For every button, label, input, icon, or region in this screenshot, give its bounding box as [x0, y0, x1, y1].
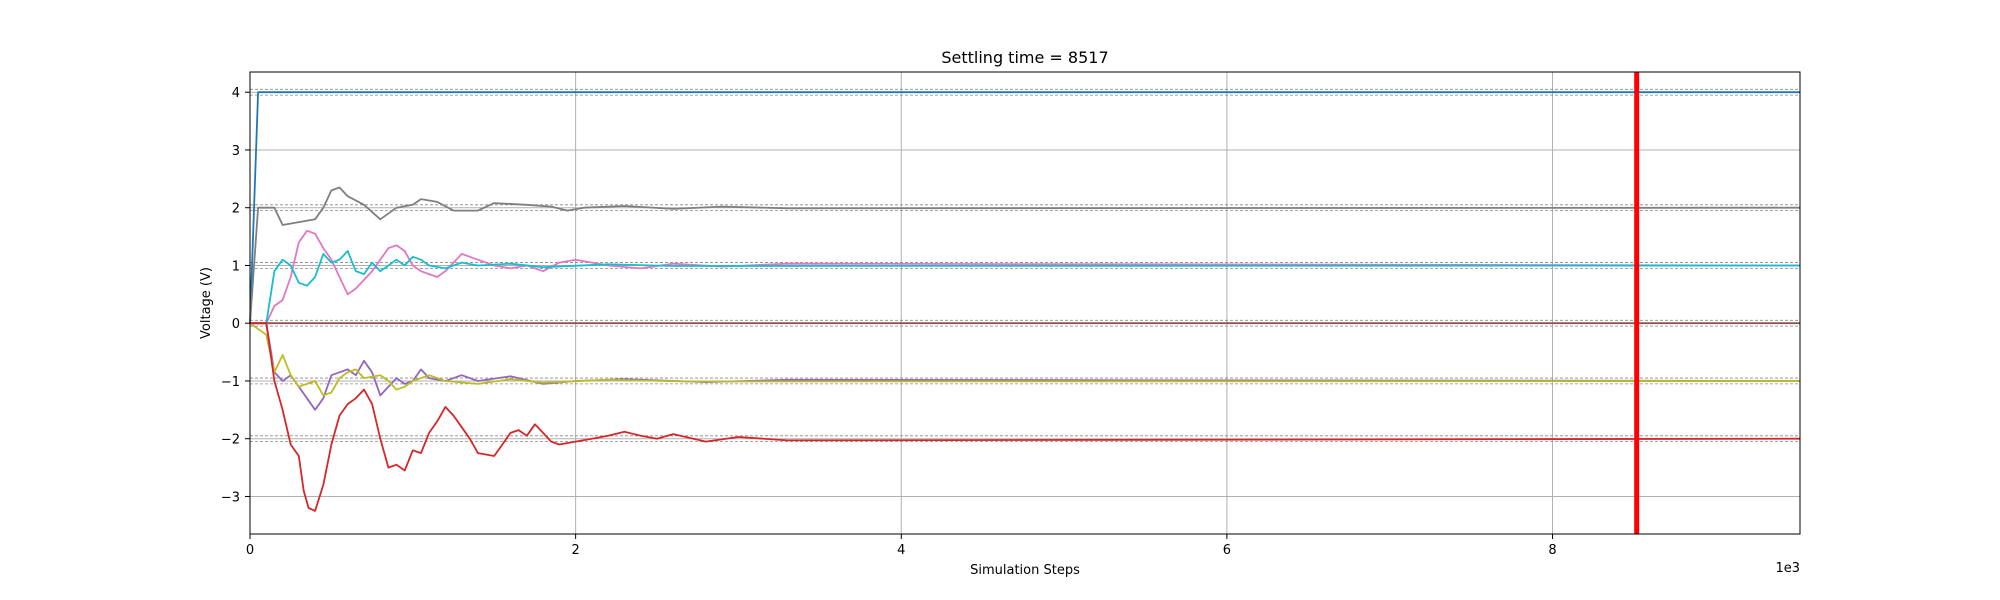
series-line: [249, 91, 1800, 324]
grid-layer: [249, 72, 1800, 534]
y-tick-label: −2: [221, 433, 240, 448]
x-axis-label: Simulation Steps: [970, 563, 1080, 578]
x-tick-label: 4: [897, 543, 905, 558]
x-tick-label: 6: [1223, 543, 1231, 558]
x-tick-label: 2: [571, 543, 579, 558]
series-line: [250, 322, 1801, 411]
y-tick-label: −3: [221, 490, 240, 505]
y-tick-label: 3: [232, 144, 240, 159]
y-tick-label: 0: [232, 317, 240, 332]
y-tick-label: 1: [232, 259, 240, 274]
series-line: [250, 322, 1801, 512]
y-tick-label: 4: [232, 86, 240, 101]
x-axis-offset-text: 1e3: [1775, 561, 1800, 576]
y-tick-label: −1: [221, 375, 240, 390]
x-tick-label: 8: [1548, 543, 1556, 558]
plot-frame: [249, 71, 1801, 535]
series-line: [249, 322, 1801, 397]
series-line: [250, 229, 1801, 325]
series-line: [250, 250, 1801, 325]
x-tick-label: 0: [246, 543, 254, 558]
tick-layer: 0 2 4 6 8 −3 −2 −1 0 1 2 3 4: [221, 86, 1557, 558]
series-line: [249, 186, 1801, 324]
chart-title: Settling time = 8517: [941, 48, 1108, 67]
tolerance-band-layer: [250, 88, 1800, 443]
y-axis-label: Voltage (V): [199, 267, 214, 339]
series-layer: [249, 91, 1801, 512]
y-tick-label: 2: [232, 202, 240, 217]
